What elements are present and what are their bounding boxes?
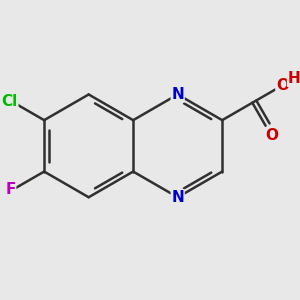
Text: H: H	[288, 71, 300, 86]
Text: F: F	[5, 182, 16, 197]
Text: N: N	[171, 190, 184, 205]
Text: Cl: Cl	[2, 94, 18, 109]
Text: O: O	[265, 128, 278, 143]
Text: O: O	[276, 78, 289, 93]
Text: N: N	[171, 87, 184, 102]
